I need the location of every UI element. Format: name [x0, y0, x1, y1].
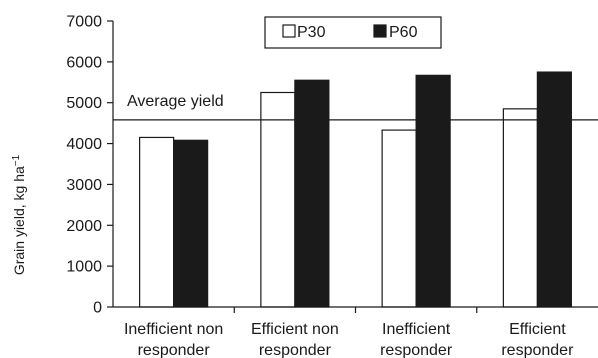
x-category-label: responder	[259, 342, 332, 358]
legend-label-p60: P60	[389, 24, 418, 41]
x-category-label: responder	[380, 342, 453, 358]
x-category-label: Efficient	[509, 321, 566, 338]
average-yield-label: Average yield	[127, 93, 224, 110]
bar-p60-1	[173, 139, 209, 308]
x-category-label: responder	[501, 342, 574, 358]
y-tick-label: 4000	[66, 136, 102, 153]
y-tick-label: 6000	[66, 54, 102, 71]
bar-p60-3	[415, 74, 451, 308]
x-category-label: Inefficient	[382, 321, 451, 338]
bar-p30-4	[502, 108, 538, 308]
x-axis: Inefficient non responder Efficient non res…	[113, 306, 598, 358]
y-axis-title-text: Grain yield, kg ha	[11, 166, 27, 275]
y-axis: 0 1000 2000 3000 4000 5000 6000 7000	[66, 14, 114, 317]
y-tick-label: 5000	[66, 95, 102, 112]
x-category-label: Efficient non	[251, 321, 339, 338]
y-axis-title: Grain yield, kg ha−1	[11, 154, 27, 275]
legend-swatch-p60	[373, 24, 387, 38]
reference-line-group: Average yield	[113, 93, 598, 121]
bar-p30-3	[381, 129, 417, 308]
bar-p60-4	[536, 71, 572, 308]
y-axis-title-superscript: −1	[11, 154, 22, 166]
bars	[139, 71, 572, 308]
y-tick-label: 0	[93, 300, 102, 317]
x-category-label: responder	[138, 342, 211, 358]
legend-swatch-p30	[282, 24, 296, 38]
bar-p30-1	[139, 136, 175, 308]
bar-p60-2	[294, 79, 330, 308]
y-tick-label: 7000	[66, 14, 102, 31]
y-tick-label: 1000	[66, 259, 102, 276]
x-category-label: Inefficient non	[124, 321, 223, 338]
legend-label-p30: P30	[297, 24, 326, 41]
legend: P30 P60	[264, 16, 442, 49]
y-tick-label: 3000	[66, 177, 102, 194]
bar-p30-2	[260, 91, 296, 308]
y-tick-label: 2000	[66, 218, 102, 235]
